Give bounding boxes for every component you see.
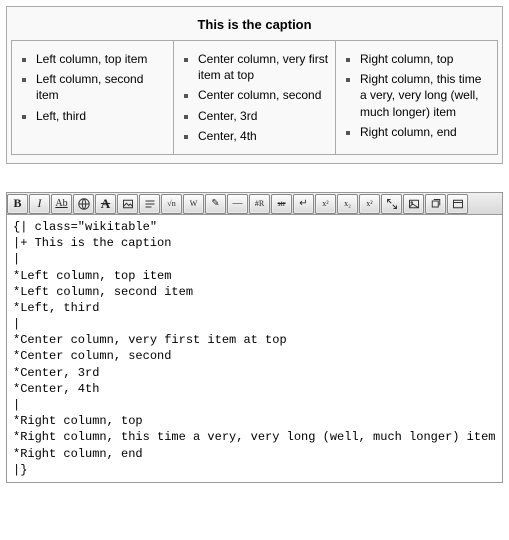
table-cell-right: Right column, top Right column, this time… [336,41,498,155]
hr-icon: — [233,198,243,209]
image-button[interactable] [117,194,138,214]
underline-icon: Ab [55,198,67,209]
signature-button[interactable]: ✎ [205,194,226,214]
list-left: Left column, top item Left column, second… [22,51,167,124]
sup2-icon: x² [366,199,372,208]
hr-button[interactable]: — [227,194,248,214]
bold-icon: B [13,196,21,211]
list-item: Right column, end [360,124,491,140]
window-button[interactable] [447,194,468,214]
redirect-button[interactable]: #R [249,194,270,214]
editor-toolbar: B I Ab A √n W ✎ — #R str ↵ x² x₂ x² [7,193,502,215]
strike-button[interactable]: str [271,194,292,214]
strike-a-button[interactable]: A [95,194,116,214]
wikitable: Left column, top item Left column, second… [11,40,498,155]
wikitext-editor: B I Ab A √n W ✎ — #R str ↵ x² x₂ x² {| class="wikitab… [6,192,503,483]
image-icon [122,198,134,210]
list-right: Right column, top Right column, this time… [346,51,491,140]
expand-button[interactable] [381,194,402,214]
table-cell-center: Center column, very first item at top Cen… [174,41,336,155]
sub-icon: x₂ [344,199,351,208]
sup-icon: x² [322,199,328,208]
gallery-icon [430,198,442,210]
linebreak-icon: ↵ [299,198,307,209]
globe-link-button[interactable] [73,194,94,214]
underline-button[interactable]: Ab [51,194,72,214]
picture-icon [408,198,420,210]
strike-a-icon: A [101,196,110,212]
window-icon [452,198,464,210]
list-item: Right column, top [360,51,491,67]
globe-link-icon [78,198,90,210]
list-item: Center column, second [198,87,329,103]
nowiki-icon: W [190,199,198,208]
list-item: Center, 3rd [198,108,329,124]
nowiki-button[interactable]: W [183,194,204,214]
table-cell-left: Left column, top item Left column, second… [12,41,174,155]
bold-button[interactable]: B [7,194,28,214]
italic-button[interactable]: I [29,194,50,214]
sqrt-button[interactable]: √n [161,194,182,214]
source-textarea[interactable]: {| class="wikitable" |+ This is the capt… [7,215,502,482]
redirect-icon: #R [255,199,264,208]
gallery-button[interactable] [425,194,446,214]
signature-icon: ✎ [211,198,219,209]
list-center: Center column, very first item at top Cen… [184,51,329,144]
list-item: Left column, second item [36,71,167,103]
picture-button[interactable] [403,194,424,214]
expand-icon [386,198,398,210]
rendered-preview: This is the caption Left column, top ite… [6,6,503,164]
sup2-button[interactable]: x² [359,194,380,214]
list-item: Right column, this time a very, very lon… [360,71,491,120]
headline-button[interactable] [139,194,160,214]
linebreak-button[interactable]: ↵ [293,194,314,214]
sup-button[interactable]: x² [315,194,336,214]
list-item: Left, third [36,108,167,124]
strike-icon: str [278,199,286,208]
headline-icon [144,198,156,210]
sqrt-icon: √n [167,199,175,208]
italic-icon: I [38,196,42,211]
sub-button[interactable]: x₂ [337,194,358,214]
list-item: Left column, top item [36,51,167,67]
table-caption: This is the caption [11,11,498,40]
list-item: Center column, very first item at top [198,51,329,83]
list-item: Center, 4th [198,128,329,144]
